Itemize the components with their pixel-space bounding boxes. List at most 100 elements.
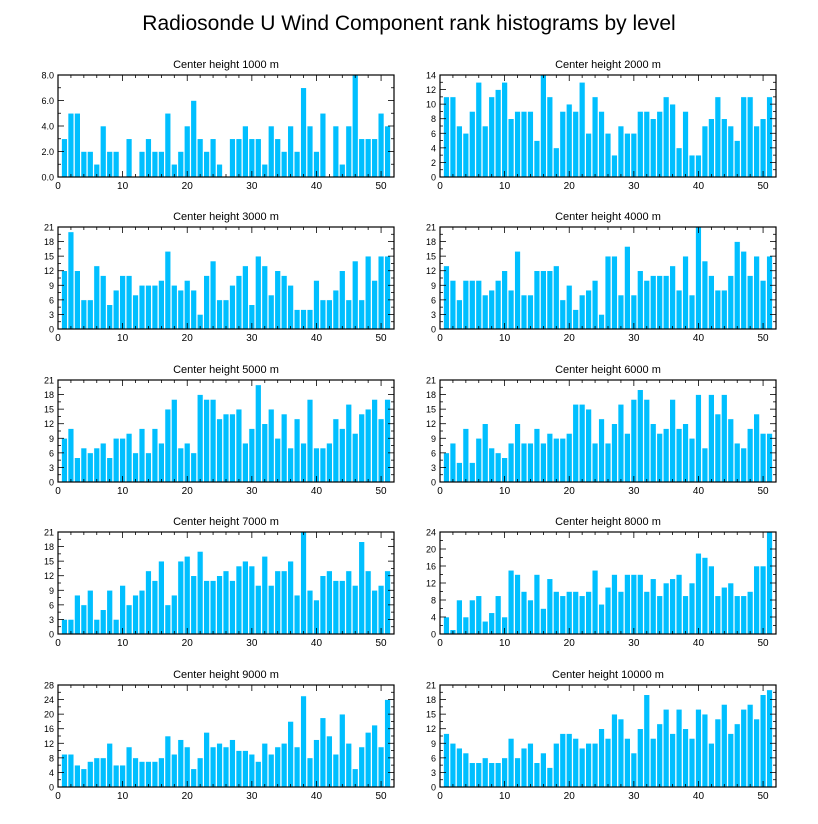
histogram-bar <box>352 433 359 483</box>
histogram-bar <box>371 724 378 788</box>
histogram-bar <box>488 612 495 635</box>
histogram-bar <box>759 280 767 330</box>
y-tick-label: 21 <box>44 528 54 538</box>
y-tick-label: 0 <box>431 630 436 640</box>
histogram-bar <box>734 595 741 635</box>
histogram-bar <box>617 591 625 635</box>
histogram-bar <box>229 138 236 178</box>
histogram-bar <box>766 96 773 178</box>
histogram-bar <box>701 713 709 788</box>
histogram-bar <box>358 541 365 635</box>
histogram-bar <box>125 275 133 330</box>
histogram-bar <box>326 735 333 788</box>
y-tick-label: 15 <box>44 557 54 567</box>
y-tick-label: 15 <box>426 710 436 720</box>
x-tick-label: 30 <box>628 486 640 497</box>
y-tick-label: 3 <box>431 463 436 473</box>
histogram-bar <box>268 753 275 788</box>
histogram-bar <box>585 289 592 330</box>
x-tick-label: 50 <box>758 638 770 649</box>
histogram-bar <box>293 418 301 483</box>
histogram-bar <box>268 585 275 635</box>
histogram-bar <box>759 694 767 788</box>
histogram-bar <box>766 433 773 483</box>
histogram-bar <box>443 96 450 178</box>
histogram-bar <box>164 250 172 330</box>
histogram-bar <box>456 747 463 788</box>
histogram-bar <box>287 447 294 483</box>
histogram-bar <box>171 594 178 635</box>
histogram-bar <box>164 604 172 635</box>
histogram-bar <box>196 394 204 483</box>
histogram-bar <box>578 595 586 635</box>
histogram-bar <box>650 423 657 483</box>
histogram-bar <box>158 151 165 178</box>
histogram-bar <box>138 589 146 635</box>
y-tick-label: 3 <box>431 768 436 778</box>
x-tick-label: 40 <box>693 181 705 192</box>
histogram-bar <box>255 585 262 635</box>
histogram-bar <box>190 452 197 483</box>
panel-4: Center height 4000 m 0 10 20 30 40 50 0 3 6 9 12 15 1… <box>426 211 777 344</box>
histogram-bar <box>125 746 133 788</box>
histogram-bar <box>656 433 663 483</box>
histogram-bar <box>624 246 631 330</box>
histogram-bar <box>753 255 760 330</box>
histogram-bar <box>533 140 541 178</box>
histogram-bar <box>125 604 133 635</box>
histogram-bar <box>488 762 495 788</box>
histogram-bar <box>695 708 702 788</box>
y-tick-label: 9 <box>49 586 54 596</box>
histogram-bar <box>507 118 515 178</box>
histogram-bar <box>734 442 741 483</box>
histogram-bar <box>449 742 457 788</box>
histogram-bar <box>242 560 249 635</box>
histogram-bar <box>721 704 728 788</box>
y-tick-label: 18 <box>44 542 54 552</box>
histogram-bar <box>630 574 638 635</box>
y-tick-label: 0 <box>49 325 54 335</box>
histogram-bar <box>559 299 566 330</box>
histogram-bar <box>656 595 663 635</box>
histogram-bar <box>235 275 243 330</box>
y-tick-label: 6 <box>49 600 54 610</box>
histogram-bar <box>462 752 470 788</box>
histogram-bar <box>740 250 747 330</box>
x-tick-label: 20 <box>182 638 194 649</box>
histogram-bar <box>533 270 541 330</box>
histogram-bar <box>669 733 676 788</box>
histogram-bar <box>235 750 243 788</box>
histogram-bar <box>494 89 502 178</box>
histogram-bar <box>527 599 534 635</box>
histogram-bar <box>721 289 728 330</box>
x-tick-label: 40 <box>311 791 323 802</box>
y-tick-label: 18 <box>426 695 436 705</box>
histogram-bar <box>300 695 307 788</box>
histogram-bar <box>714 413 722 483</box>
histogram-bar <box>352 260 359 330</box>
histogram-bar <box>287 125 294 178</box>
histogram-bar <box>721 118 728 178</box>
histogram-bar <box>675 574 683 635</box>
histogram-bar <box>578 747 586 788</box>
x-tick-label: 10 <box>499 333 511 344</box>
histogram-bar <box>611 423 618 483</box>
histogram-bar <box>280 413 288 483</box>
histogram-bar <box>598 314 605 330</box>
histogram-bar <box>650 738 657 788</box>
histogram-bar <box>462 428 470 483</box>
histogram-bar <box>371 399 378 483</box>
histogram-bar <box>177 560 184 635</box>
histogram-bar <box>507 738 515 788</box>
histogram-bar <box>80 151 88 178</box>
histogram-bar <box>488 447 495 483</box>
y-tick-label: 4.0 <box>41 122 54 132</box>
histogram-bar <box>151 284 159 330</box>
x-tick-label: 30 <box>246 333 258 344</box>
histogram-bar <box>727 733 734 788</box>
histogram-bar <box>184 746 191 788</box>
histogram-bar <box>488 289 495 330</box>
histogram-bar <box>352 585 359 635</box>
histogram-bar <box>377 418 385 483</box>
y-tick-label: 24 <box>44 695 54 705</box>
